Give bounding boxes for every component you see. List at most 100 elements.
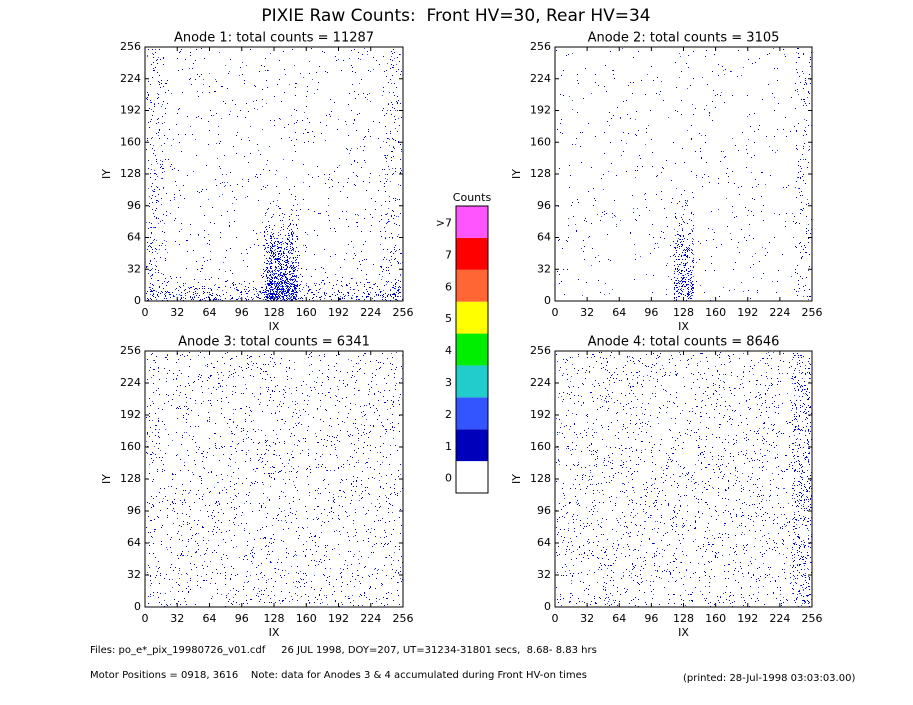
x-tick-label: 32: [170, 306, 184, 319]
x-axis-label: IX: [269, 626, 280, 639]
y-axis-label: IY: [100, 169, 113, 179]
x-tick-label: 224: [360, 612, 381, 625]
x-tick-label: 0: [142, 306, 149, 319]
y-tick-label: 64: [537, 231, 551, 244]
x-tick-label: 64: [612, 612, 626, 625]
x-tick-label: 160: [296, 612, 317, 625]
colorbar-frame: [455, 205, 489, 494]
x-axis-label: IX: [678, 626, 689, 639]
colorbar-label: 5: [445, 312, 452, 325]
colorbar-cell: [456, 301, 488, 334]
x-tick-label: 64: [612, 306, 626, 319]
y-tick-label: 160: [530, 440, 551, 453]
x-axis-label: IX: [269, 320, 280, 333]
x-tick-label: 256: [393, 306, 414, 319]
panel-title: Anode 1: total counts = 11287: [174, 31, 374, 46]
panel-title: Anode 3: total counts = 6341: [178, 335, 370, 350]
x-tick-label: 192: [737, 612, 758, 625]
x-tick-label: 96: [644, 612, 658, 625]
panel: Anode 1: total counts = 11287 0 32 64 96 128 1…: [100, 31, 414, 334]
y-tick-label: 0: [134, 600, 141, 613]
panel: Anode 3: total counts = 6341 0 32 64 96 128 16…: [100, 335, 414, 640]
count-dots: [146, 48, 403, 301]
x-axis-label: IX: [678, 320, 689, 333]
y-tick-label: 128: [120, 472, 141, 485]
x-tick-label: 256: [802, 612, 823, 625]
y-tick-label: 32: [537, 262, 551, 275]
y-tick-label: 256: [120, 40, 141, 53]
y-axis-label: IY: [100, 474, 113, 484]
y-axis-label: IY: [510, 169, 523, 179]
panel-title: Anode 4: total counts = 8646: [588, 335, 780, 350]
count-dots: [556, 48, 812, 301]
y-tick-label: 96: [537, 199, 551, 212]
colorbar-label: 0: [445, 472, 452, 485]
x-tick-label: 32: [170, 612, 184, 625]
y-tick-label: 0: [134, 294, 141, 307]
colorbar-cell: [456, 429, 488, 462]
y-tick-label: 192: [530, 104, 551, 117]
y-tick-label: 224: [120, 72, 141, 85]
y-tick-label: 160: [120, 440, 141, 453]
x-tick-label: 256: [393, 612, 414, 625]
colorbar-label: 1: [445, 440, 452, 453]
y-tick-label: 160: [120, 135, 141, 148]
x-tick-label: 160: [705, 306, 726, 319]
colorbar-label: 3: [445, 376, 452, 389]
y-tick-label: 0: [544, 600, 551, 613]
panel: Anode 4: total counts = 8646 0 32 64 96 128 16…: [510, 335, 823, 640]
y-tick-label: 32: [127, 568, 141, 581]
x-tick-label: 64: [203, 306, 217, 319]
y-tick-label: 192: [530, 408, 551, 421]
panel: Anode 2: total counts = 3105 0 32 64 96 128 16…: [510, 31, 823, 334]
y-tick-label: 64: [127, 536, 141, 549]
colorbar-label: 7: [445, 248, 452, 261]
x-tick-label: 192: [328, 612, 349, 625]
x-tick-label: 0: [552, 612, 559, 625]
colorbar-cell: [456, 461, 488, 493]
x-tick-label: 96: [235, 612, 249, 625]
x-tick-label: 224: [360, 306, 381, 319]
colorbar-label: 2: [445, 408, 452, 421]
y-tick-label: 224: [530, 72, 551, 85]
y-tick-label: 160: [530, 135, 551, 148]
main-title: PIXIE Raw Counts: Front HV=30, Rear HV=3…: [261, 6, 650, 26]
y-tick-label: 128: [120, 167, 141, 180]
colorbar-label: >7: [436, 217, 452, 230]
colorbar-label: 6: [445, 280, 452, 293]
y-tick-label: 96: [537, 504, 551, 517]
x-tick-label: 224: [769, 306, 790, 319]
colorbar-cell: [456, 269, 488, 302]
x-tick-label: 224: [769, 612, 790, 625]
colorbar-title: Counts: [453, 191, 492, 204]
colorbar-label: 4: [445, 344, 452, 357]
panel-title: Anode 2: total counts = 3105: [588, 31, 780, 46]
x-tick-label: 32: [580, 306, 594, 319]
y-tick-label: 192: [120, 104, 141, 117]
y-tick-label: 256: [530, 344, 551, 357]
x-tick-label: 160: [296, 306, 317, 319]
x-tick-label: 192: [328, 306, 349, 319]
y-tick-label: 128: [530, 167, 551, 180]
colorbar-cell: [456, 397, 488, 430]
y-axis-label: IY: [510, 474, 523, 484]
x-tick-label: 64: [203, 612, 217, 625]
colorbar-cell: [456, 206, 488, 238]
colorbar-cell: [456, 365, 488, 398]
y-tick-label: 96: [127, 504, 141, 517]
y-tick-label: 192: [120, 408, 141, 421]
y-tick-label: 64: [127, 231, 141, 244]
y-tick-label: 32: [537, 568, 551, 581]
x-tick-label: 32: [580, 612, 594, 625]
footer-files: Files: po_e*_pix_19980726_v01.cdf 26 JUL…: [90, 645, 597, 656]
colorbar-cell: [456, 333, 488, 366]
x-tick-label: 128: [673, 612, 694, 625]
x-tick-label: 0: [142, 612, 149, 625]
x-tick-label: 160: [705, 612, 726, 625]
x-tick-label: 0: [552, 306, 559, 319]
y-tick-label: 256: [120, 344, 141, 357]
x-tick-label: 128: [264, 612, 285, 625]
y-tick-label: 224: [120, 376, 141, 389]
x-tick-label: 256: [802, 306, 823, 319]
